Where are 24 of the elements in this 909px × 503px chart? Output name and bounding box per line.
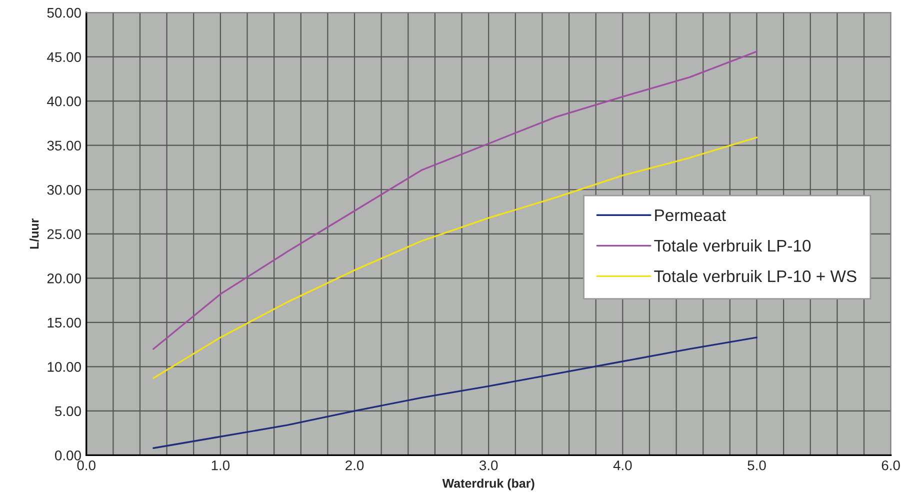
x-tick-label: 6.0 <box>882 460 900 470</box>
x-tick-label: 4.0 <box>613 460 632 470</box>
y-tick-label: 15.00 <box>48 318 81 328</box>
y-axis-title: L/uur <box>30 218 39 249</box>
y-tick-label: 20.00 <box>47 273 81 284</box>
y-tick-label: 40.00 <box>47 96 81 106</box>
y-tick-label: 45.00 <box>47 52 81 62</box>
x-tick-label: 0.0 <box>77 460 96 470</box>
y-tick-label: 50.00 <box>47 8 81 18</box>
y-tick-label: 30.00 <box>47 184 81 195</box>
legend-label: Totale verbruik LP-10 <box>654 239 811 252</box>
legend-label: Totale verbruik LP-10 + WS <box>654 270 856 282</box>
x-tick-label: 5.0 <box>748 460 766 470</box>
y-tick-label: 10.00 <box>48 362 81 372</box>
y-tick-label: 5.00 <box>55 406 81 416</box>
legend-label: Permeaat <box>655 209 726 222</box>
x-axis-title: Waterdruk (bar) <box>442 478 534 490</box>
x-tick-label: 2.0 <box>346 460 364 470</box>
x-tick-label: 3.0 <box>479 460 498 470</box>
y-tick-label: 0.00 <box>55 450 81 460</box>
x-tick-label: 1.0 <box>212 460 230 470</box>
y-tick-label: 35.00 <box>47 140 81 151</box>
y-tick-label: 25.00 <box>47 229 81 240</box>
line-series <box>152 336 758 449</box>
